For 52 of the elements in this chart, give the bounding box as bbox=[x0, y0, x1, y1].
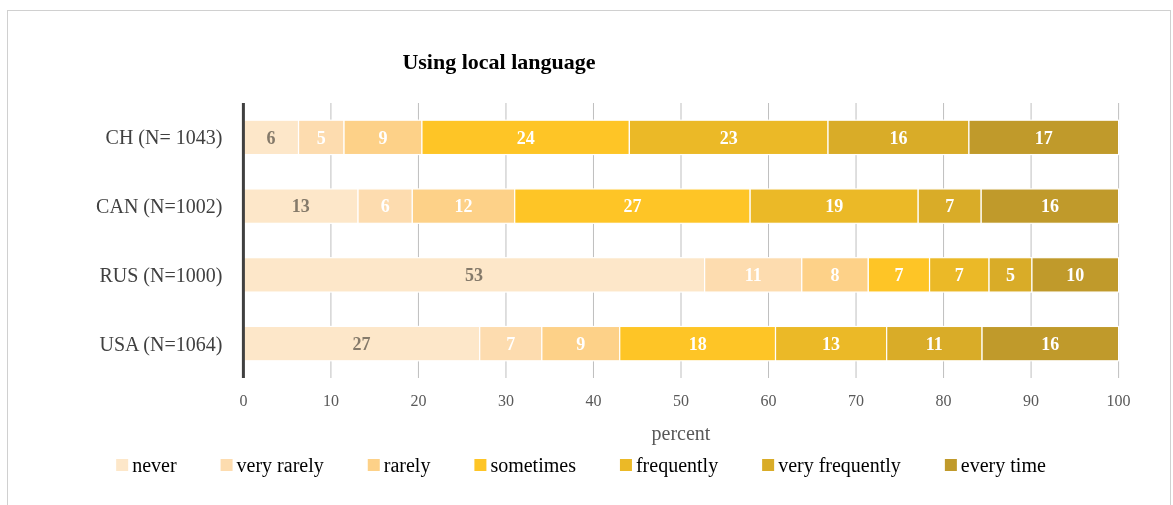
chart-title: Using local language bbox=[402, 49, 596, 74]
data-label: 19 bbox=[825, 196, 844, 217]
legend-label: very rarely bbox=[236, 454, 324, 477]
data-label: 11 bbox=[925, 333, 943, 354]
data-label: 16 bbox=[889, 127, 908, 148]
x-tick-label: 100 bbox=[1106, 392, 1131, 409]
data-label: 5 bbox=[1006, 265, 1016, 286]
data-label: 9 bbox=[576, 333, 586, 354]
data-label: 23 bbox=[719, 127, 738, 148]
x-tick-label: 60 bbox=[760, 392, 777, 409]
data-label: 18 bbox=[688, 333, 707, 354]
data-label: 9 bbox=[378, 127, 388, 148]
data-label: 7 bbox=[945, 196, 955, 217]
data-label: 7 bbox=[954, 265, 964, 286]
data-label: 10 bbox=[1066, 265, 1085, 286]
y-tick-label: USA (N=1064) bbox=[99, 332, 223, 356]
x-tick-label: 30 bbox=[497, 392, 514, 409]
legend-label: rarely bbox=[383, 454, 431, 477]
data-label: 7 bbox=[506, 333, 516, 354]
y-tick-label: CH (N= 1043) bbox=[105, 126, 223, 150]
data-label: 11 bbox=[744, 265, 762, 286]
data-label: 5 bbox=[316, 127, 326, 148]
data-label: 8 bbox=[830, 265, 840, 286]
x-axis-title: percent bbox=[651, 422, 711, 445]
y-tick-label: CAN (N=1002) bbox=[96, 195, 223, 219]
x-tick-label: 90 bbox=[1023, 392, 1040, 409]
data-label: 16 bbox=[1041, 333, 1060, 354]
data-label: 6 bbox=[266, 127, 276, 148]
x-tick-label: 0 bbox=[239, 392, 248, 409]
x-tick-label: 50 bbox=[673, 392, 689, 409]
data-label: 53 bbox=[465, 265, 484, 286]
data-label: 27 bbox=[623, 196, 642, 217]
legend-label: every time bbox=[960, 454, 1046, 477]
data-label: 24 bbox=[516, 127, 535, 148]
data-label: 6 bbox=[380, 196, 390, 217]
legend-label: never bbox=[132, 454, 177, 476]
data-label: 27 bbox=[352, 333, 371, 354]
x-tick-label: 40 bbox=[585, 392, 602, 409]
data-label: 17 bbox=[1034, 127, 1053, 148]
data-label: 16 bbox=[1040, 196, 1059, 217]
x-tick-label: 10 bbox=[322, 392, 339, 409]
data-label: 13 bbox=[822, 333, 841, 354]
data-label: 7 bbox=[894, 265, 904, 286]
data-label: 13 bbox=[291, 196, 310, 217]
x-tick-label: 20 bbox=[410, 392, 427, 409]
legend-label: very frequently bbox=[778, 454, 901, 477]
data-label: 12 bbox=[454, 196, 473, 217]
legend-label: sometimes bbox=[490, 454, 577, 476]
x-tick-label: 80 bbox=[935, 392, 952, 409]
y-tick-label: RUS (N=1000) bbox=[99, 263, 223, 287]
x-tick-label: 70 bbox=[848, 392, 865, 409]
legend-label: frequently bbox=[635, 454, 719, 477]
